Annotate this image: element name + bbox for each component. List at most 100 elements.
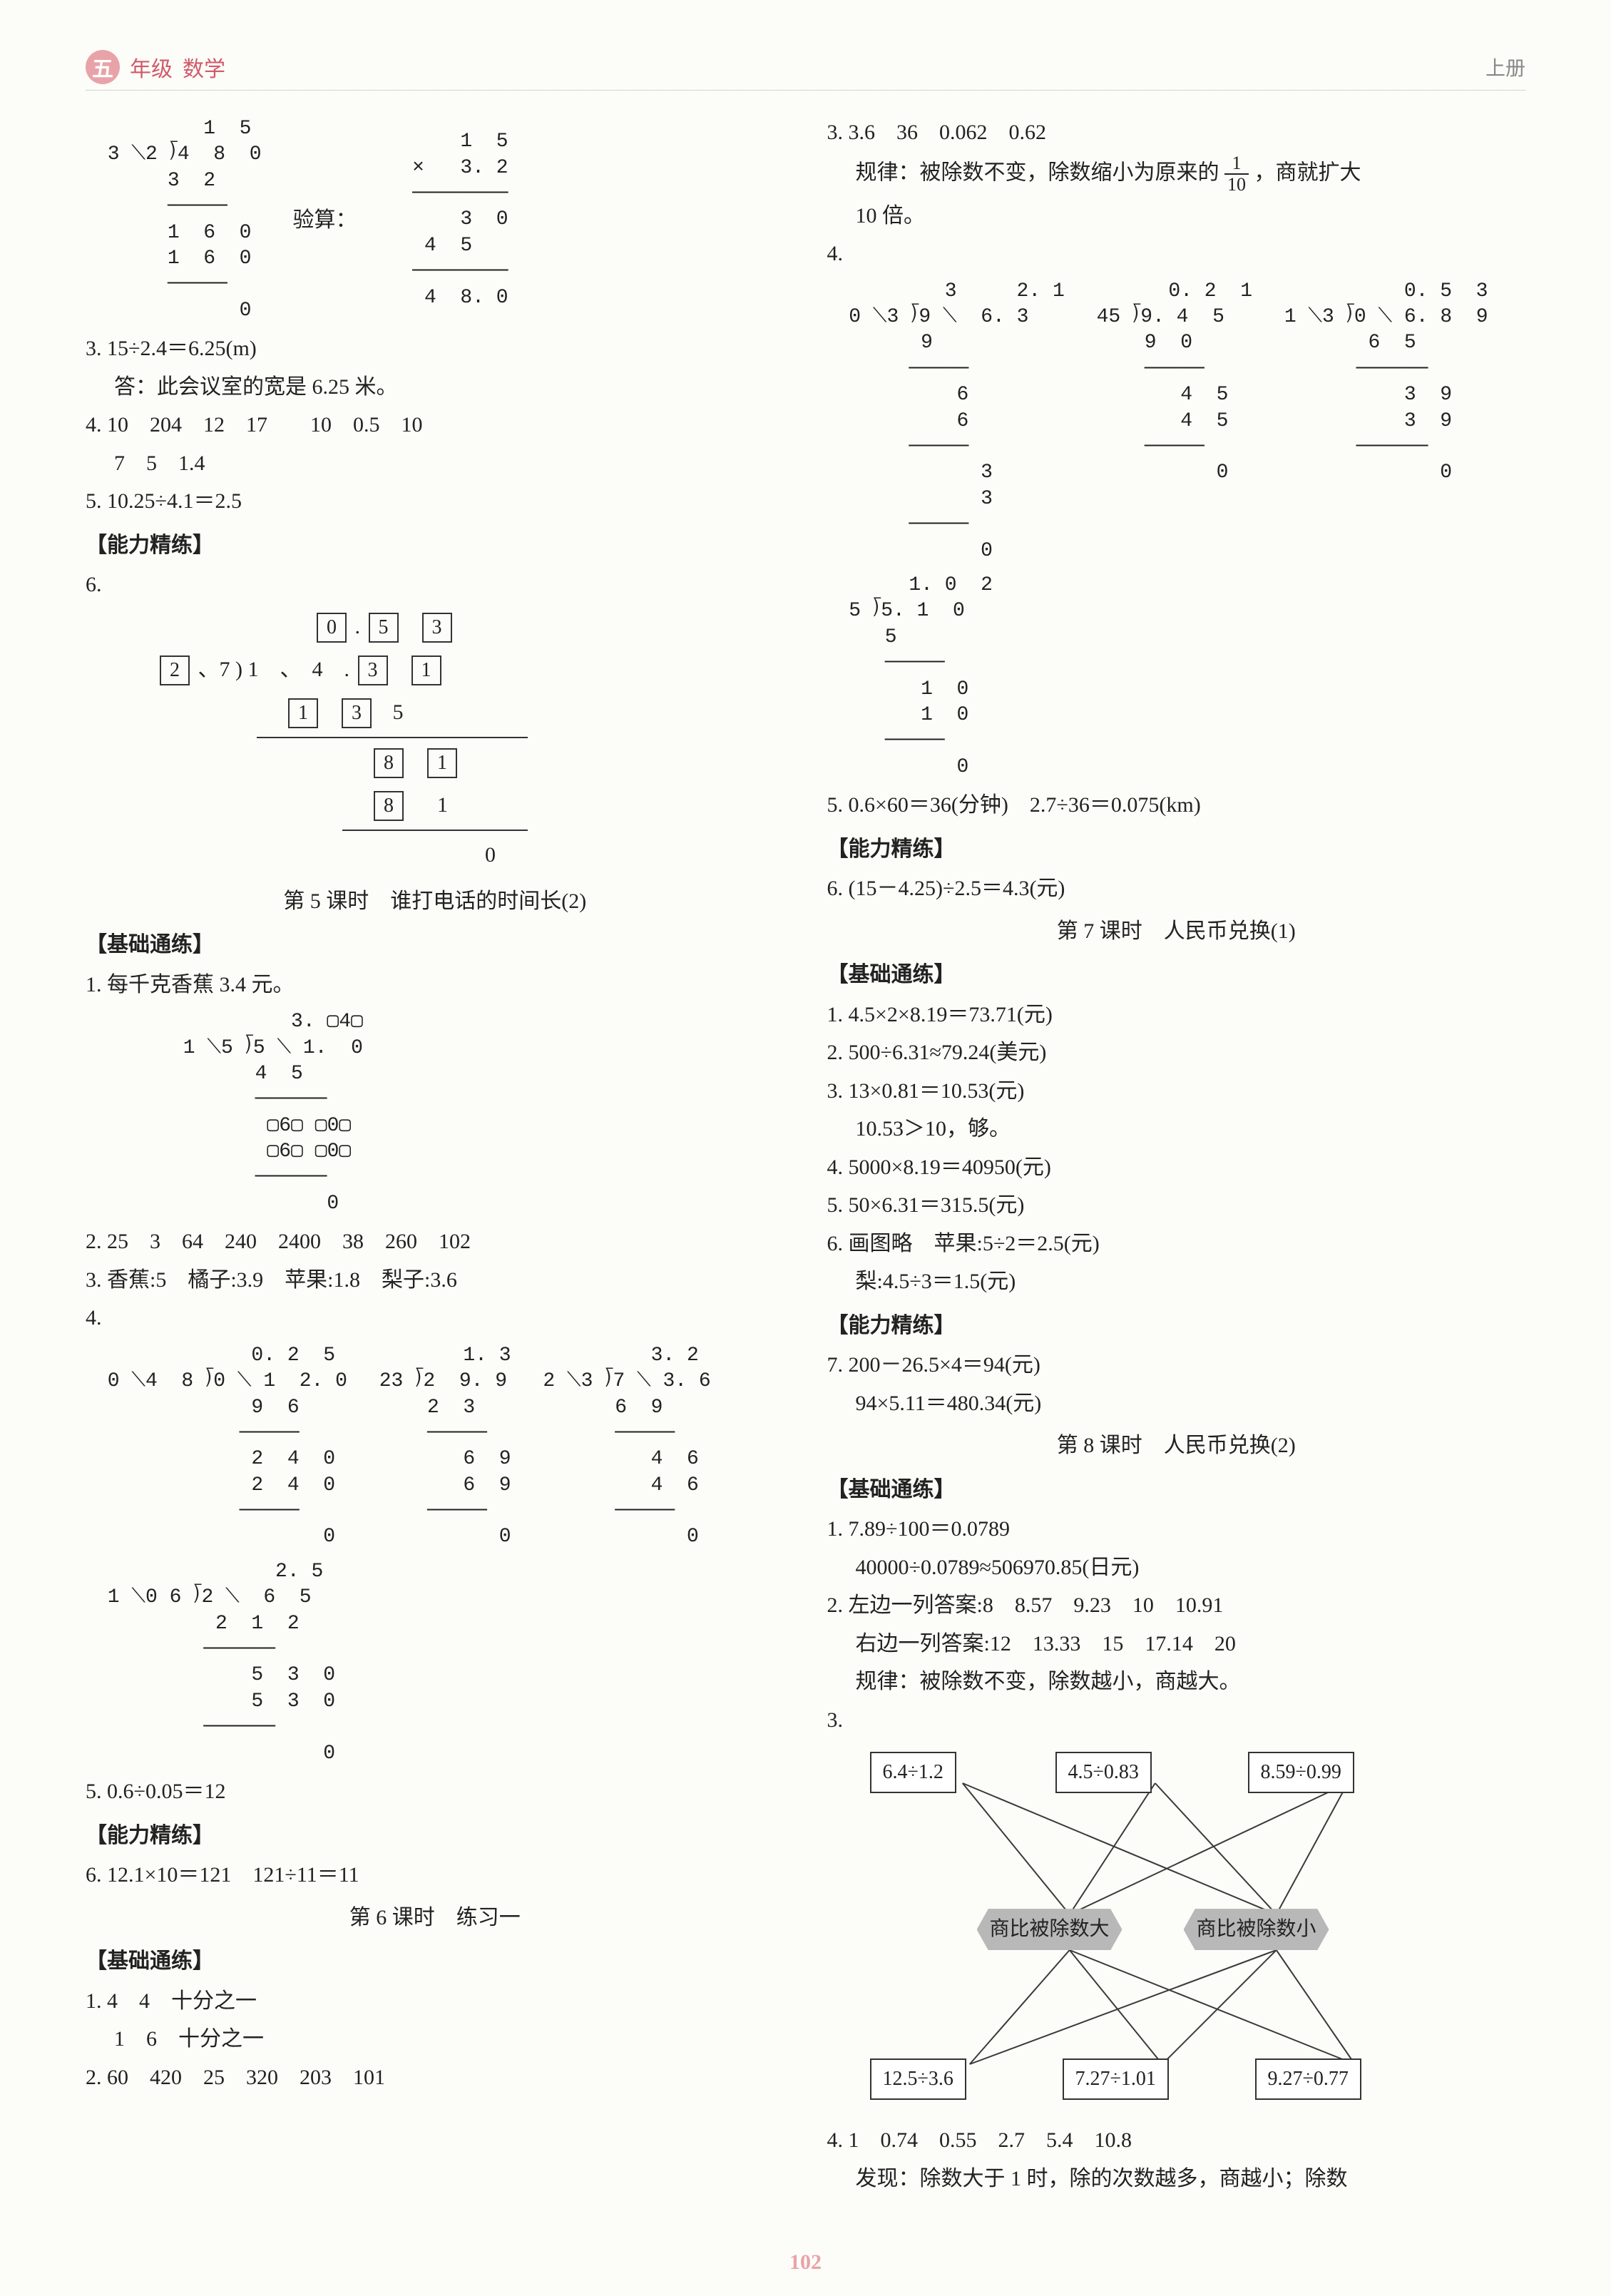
d7-l1: 7. 200－26.5×4＝94(元) xyxy=(827,1347,1526,1383)
tail-zero: 0 xyxy=(157,834,784,877)
e1-l2: 40000÷0.0789≈506970.85(日元) xyxy=(827,1550,1526,1586)
b2: 2. 25 3 64 240 2400 38 260 102 xyxy=(86,1224,784,1260)
c1-l2: 1 6 十分之一 xyxy=(86,2021,784,2057)
c2: 2. 60 420 25 320 203 101 xyxy=(86,2060,784,2096)
b4-num: 4. xyxy=(86,1300,784,1336)
box: 1 xyxy=(288,698,318,728)
page: 五 年级 数学 上册 1 5 3 ⟍2 ⟌4 8 0 3 2 ───── 1 6… xyxy=(0,0,1611,2296)
r3: 3. 3.6 36 0.062 0.62 xyxy=(827,115,1526,150)
box: 2 xyxy=(160,655,190,685)
d3-l2: 10.53＞10，够。 xyxy=(827,1111,1526,1147)
grade-text: 年级 xyxy=(130,51,173,83)
e2-l2: 右边一列答案:12 13.33 15 17.14 20 xyxy=(827,1626,1526,1662)
lesson-8-title: 第 8 课时 人民币兑换(2) xyxy=(827,1428,1526,1464)
box: 8 xyxy=(374,748,404,778)
longdiv-b4a: 0. 2 5 0 ⟍4 8 ⟌0 ⟍ 1 2. 0 9 6 ───── 2 4 … xyxy=(96,1343,347,1551)
r5: 5. 0.6×60＝36(分钟) 2.7÷36＝0.075(km) xyxy=(827,787,1526,823)
longdiv-2: 3. ▢4▢ 1 ⟍5 ⟌5 ⟍ 1. 0 4 5 ────── ▢6▢ ▢0▢… xyxy=(171,1009,363,1217)
matching-diagram: 6.4÷1.2 4.5÷0.83 8.59÷0.99 商比被除数大 商比被除数小 12.5… xyxy=(827,1745,1526,2116)
plain-digit: 5 xyxy=(393,700,404,724)
volume-text: 上册 xyxy=(1485,53,1525,81)
box: 0 xyxy=(317,613,347,643)
longdiv-1: 1 5 3 ⟍2 ⟌4 8 0 3 2 ───── 1 6 0 1 6 0 ──… xyxy=(96,116,262,324)
longdiv-b4b: 1. 3 23 ⟌2 9. 9 2 3 ───── 6 9 6 9 ───── … xyxy=(367,1343,511,1551)
longdiv-b4c: 3. 2 2 ⟍3 ⟌7 ⟍ 3. 6 6 9 ───── 4 6 4 6 ──… xyxy=(531,1343,711,1551)
diagram-bot-box: 7.27÷1.01 xyxy=(1063,2058,1169,2100)
lesson-5-title: 第 5 课时 谁打电话的时间长(2) xyxy=(86,884,784,919)
diagram-top-box: 8.59÷0.99 xyxy=(1248,1752,1354,1793)
box: 1 xyxy=(427,748,457,778)
dividend-text: 1 、 4 . xyxy=(248,658,350,681)
e2-l3: 规律：被除数不变，除数越小，商越大。 xyxy=(827,1664,1526,1700)
section-ability-1: 【能力精练】 xyxy=(86,528,784,563)
longdiv-r4a: 3 2. 1 0 ⟍3 ⟌9 ⟍ 6. 3 9 ───── 6 6 ───── … xyxy=(837,279,1065,564)
longdiv-block-1: 1 5 3 ⟍2 ⟌4 8 0 3 2 ───── 1 6 0 1 6 0 ──… xyxy=(86,112,784,328)
diagram-top-box: 6.4÷1.2 xyxy=(870,1752,956,1793)
e4-l1: 4. 1 0.74 0.55 2.7 5.4 10.8 xyxy=(827,2123,1526,2158)
r3-rule: 规律：被除数不变，除数缩小为原来的 1 10 ，商就扩大 xyxy=(827,153,1526,195)
lesson-6-title: 第 6 课时 练习一 xyxy=(86,1900,784,1936)
lesson-7-title: 第 7 课时 人民币兑换(1) xyxy=(827,914,1526,949)
r6: 6. (15－4.25)÷2.5＝4.3(元) xyxy=(827,871,1526,907)
section-basic-4: 【基础通练】 xyxy=(827,1472,1526,1508)
ans-3-line2: 答：此会议室的宽是 6.25 米。 xyxy=(86,369,784,405)
diagram-mid-ribbon: 商比被除数大 xyxy=(977,1909,1122,1950)
frac-den: 10 xyxy=(1224,175,1249,195)
longdiv-r4c: 0. 5 3 1 ⟍3 ⟌0 ⟍ 6. 8 9 6 5 ────── 3 9 3… xyxy=(1272,279,1488,564)
b4-divisions: 0. 2 5 0 ⟍4 8 ⟌0 ⟍ 1 2. 0 9 6 ───── 2 4 … xyxy=(86,1339,784,1771)
page-number: 102 xyxy=(789,2250,822,2275)
ans-5: 5. 10.25÷4.1＝2.5 xyxy=(86,484,784,519)
d7-l2: 94×5.11＝480.34(元) xyxy=(827,1386,1526,1422)
section-basic-3: 【基础通练】 xyxy=(827,957,1526,993)
longdiv-b4d: 2. 5 1 ⟍0 6 ⟌2 ⟍ 6 5 2 1 2 ────── 5 3 0 … xyxy=(96,1559,335,1767)
diagram-mid-ribbon: 商比被除数小 xyxy=(1184,1909,1329,1950)
d6-l1: 6. 画图略 苹果:5÷2＝2.5(元) xyxy=(827,1226,1526,1262)
plain-digit: 1 xyxy=(437,793,448,817)
box: 3 xyxy=(422,613,452,643)
content-columns: 1 5 3 ⟍2 ⟌4 8 0 3 2 ───── 1 6 0 1 6 0 ──… xyxy=(86,112,1525,2199)
section-basic-1: 【基础通练】 xyxy=(86,927,784,963)
header-left: 五 年级 数学 xyxy=(86,50,225,84)
d1: 1. 4.5×2×8.19＝73.71(元) xyxy=(827,997,1526,1033)
c1-l1: 1. 4 4 十分之一 xyxy=(86,1984,784,2019)
d6-l2: 梨:4.5÷3＝1.5(元) xyxy=(827,1264,1526,1300)
verify-label: 验算： xyxy=(293,203,357,238)
section-ability-3: 【能力精练】 xyxy=(827,832,1526,867)
d2: 2. 500÷6.31≈79.24(美元) xyxy=(827,1035,1526,1071)
box: 5 xyxy=(369,613,399,643)
right-column: 3. 3.6 36 0.062 0.62 规律：被除数不变，除数缩小为原来的 1… xyxy=(827,112,1526,2199)
b6: 6. 12.1×10＝121 121÷11＝11 xyxy=(86,1857,784,1893)
mult-check-1: 1 5 × 3. 2 ──────── 3 0 4 5 ──────── 4 8… xyxy=(389,129,508,311)
page-header: 五 年级 数学 上册 xyxy=(86,50,1525,91)
diagram-bot-box: 12.5÷3.6 xyxy=(870,2058,966,2100)
left-column: 1 5 3 ⟍2 ⟌4 8 0 3 2 ───── 1 6 0 1 6 0 ──… xyxy=(86,112,784,2199)
box: 3 xyxy=(358,655,388,685)
e3-num: 3. xyxy=(827,1703,1526,1738)
divisor-tail: 、7 ) xyxy=(198,658,243,681)
dot: . xyxy=(355,615,361,638)
section-basic-2: 【基础通练】 xyxy=(86,1944,784,1979)
d4: 4. 5000×8.19＝40950(元) xyxy=(827,1150,1526,1185)
d3-l1: 3. 13×0.81＝10.53(元) xyxy=(827,1073,1526,1109)
ans-4-line1: 4. 10 204 12 17 10 0.5 10 xyxy=(86,407,784,443)
ans-3-line1: 3. 15÷2.4＝6.25(m) xyxy=(86,331,784,367)
longdiv-r4d: 1. 0 2 5 ⟌5. 1 0 5 ───── 1 0 1 0 ───── 0 xyxy=(837,573,993,780)
diagram-top-box: 4.5÷0.83 xyxy=(1055,1752,1152,1793)
section-ability-4: 【能力精练】 xyxy=(827,1308,1526,1344)
frac-num: 1 xyxy=(1224,153,1249,175)
e2-l1: 2. 左边一列答案:8 8.57 9.23 10 10.91 xyxy=(827,1588,1526,1623)
d5: 5. 50×6.31＝315.5(元) xyxy=(827,1188,1526,1223)
longdiv-r4b: 0. 2 1 45 ⟌9. 4 5 9 0 ───── 4 5 4 5 ────… xyxy=(1085,279,1252,564)
r4-divisions: 3 2. 1 0 ⟍3 ⟌9 ⟍ 6. 3 9 ───── 6 6 ───── … xyxy=(827,275,1526,785)
subject-text: 数学 xyxy=(183,51,225,83)
ans-4-line2: 7 5 1.4 xyxy=(86,446,784,481)
section-ability-2: 【能力精练】 xyxy=(86,1818,784,1854)
diagram-bot-box: 9.27÷0.77 xyxy=(1255,2058,1361,2100)
box: 3 xyxy=(342,698,372,728)
r4-num: 4. xyxy=(827,236,1526,272)
b3: 3. 香蕉:5 橘子:3.9 苹果:1.8 梨子:3.6 xyxy=(86,1262,784,1298)
e4-l2: 发现：除数大于 1 时，除的次数越多，商越小；除数 xyxy=(827,2161,1526,2197)
box: 8 xyxy=(374,791,404,821)
r3-rule-c: 10 倍。 xyxy=(827,198,1526,234)
boxed-longdiv: 0 . 5 3 2 、7 ) 1 、 4 . 3 1 1 3 xyxy=(86,606,784,877)
